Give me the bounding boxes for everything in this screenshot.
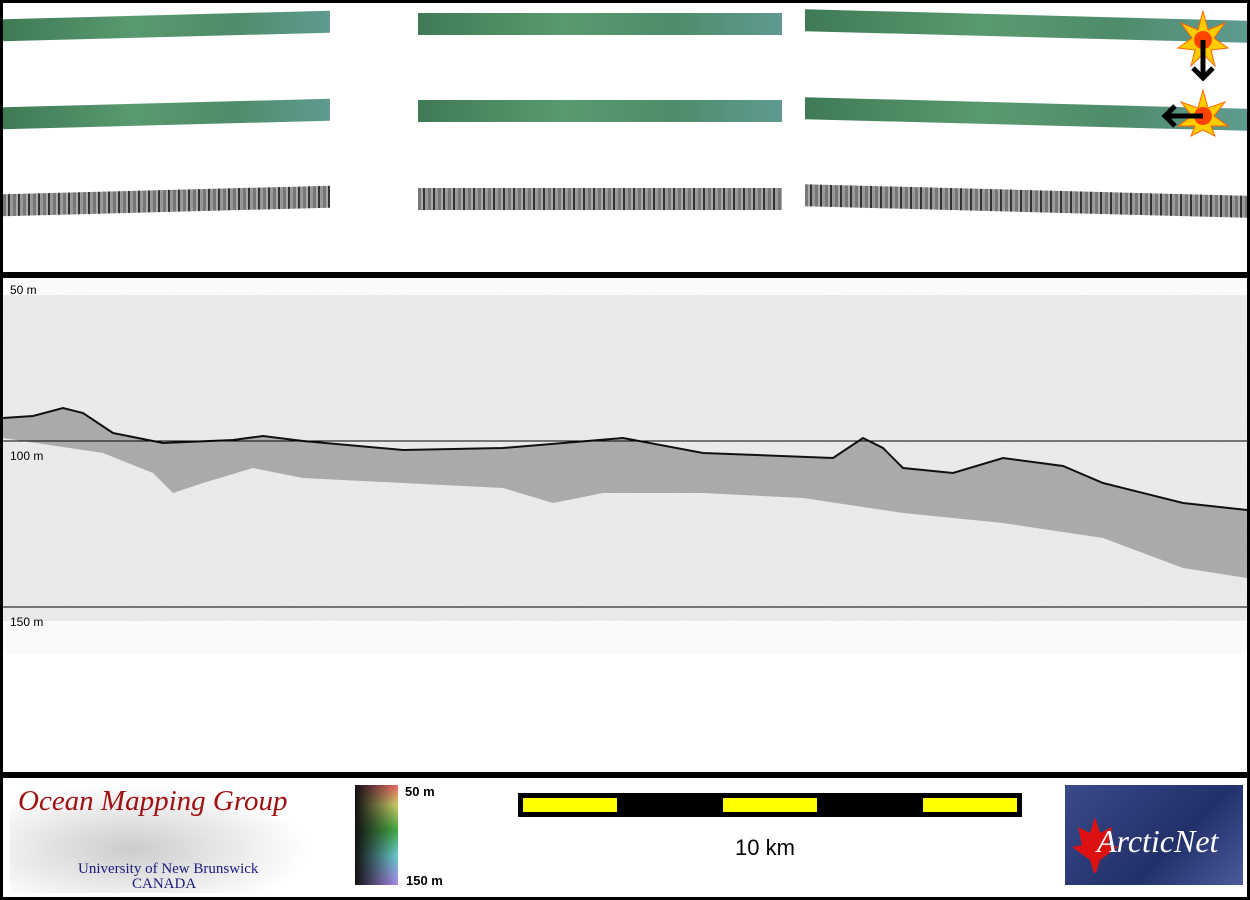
arcticnet-logo: ArcticNet: [1065, 785, 1243, 885]
swath-panel: [3, 3, 1247, 272]
arrow-left-icon: [1161, 104, 1203, 128]
colorbar-bottom-label: 150 m: [406, 873, 443, 888]
ocean-mapping-group-logo: Ocean Mapping Group University of New Br…: [10, 783, 310, 893]
scale-label: 10 km: [735, 835, 795, 860]
scale-segment: [523, 798, 617, 812]
track-markers: [1161, 9, 1230, 138]
swath-row3-seg3: [805, 184, 1247, 218]
colorbar-top-label: 50 m: [405, 784, 435, 799]
swath-row3-seg1: [3, 185, 330, 217]
depth-colorbar: [355, 785, 398, 885]
swath-row1-seg2: [418, 13, 782, 35]
omg-line2: CANADA: [132, 876, 197, 892]
legend-panel: Ocean Mapping Group University of New Br…: [3, 778, 1247, 897]
depth-label-100: 100 m: [10, 449, 44, 463]
profile-echogram: [3, 295, 1247, 621]
swath-row3-seg2: [418, 188, 782, 210]
depth-label-150: 150 m: [10, 615, 44, 629]
swath-row1-seg1: [3, 10, 330, 42]
maple-leaf-icon: [1072, 817, 1118, 873]
swath-row2-seg1: [3, 98, 330, 130]
omg-title: Ocean Mapping Group: [18, 785, 288, 817]
scale-bar: [518, 793, 1022, 817]
sun-marker-icon: [1176, 88, 1230, 138]
arrow-down-icon: [1191, 40, 1215, 82]
arcticnet-text: ArcticNet: [1097, 823, 1219, 859]
scale-segment: [723, 798, 817, 812]
swath-row2-seg2: [418, 100, 782, 122]
sub-bottom-profile: 50 m 100 m 150 m: [3, 278, 1247, 772]
omg-line1: University of New Brunswick: [78, 861, 259, 877]
scale-segment: [923, 798, 1017, 812]
depth-label-50: 50 m: [10, 283, 37, 297]
